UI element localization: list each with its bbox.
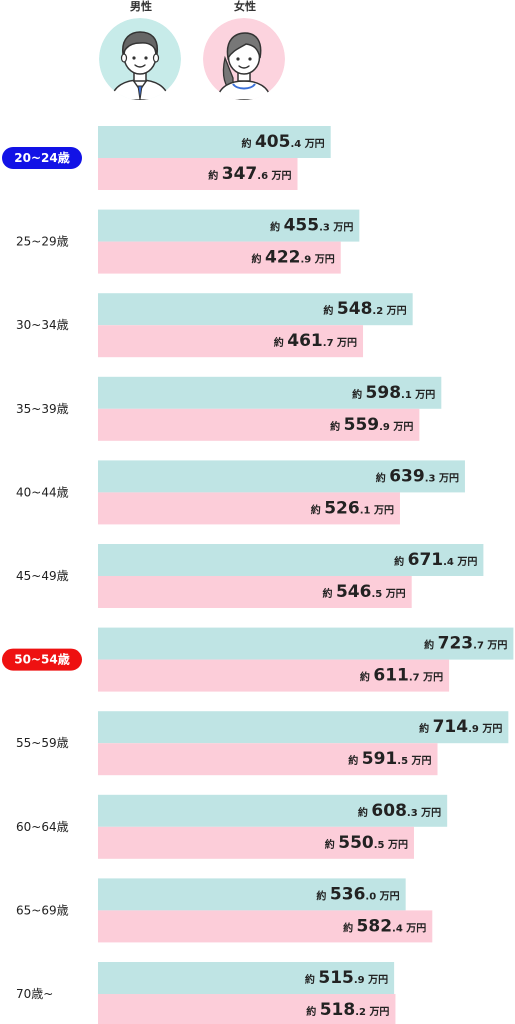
bar-female-9 [98,910,433,943]
age-label-9: 65~69歳 [16,903,69,917]
value-label-female-1: 約 422.9 万円 [252,248,335,268]
bar-female-4 [98,492,400,525]
age-label-5: 45~49歳 [16,569,69,583]
svg-text:約 582.4 万円: 約 582.4 万円 [343,916,426,936]
value-label-male-0: 約 405.4 万円 [241,132,324,152]
value-label-female-8: 約 550.5 万円 [325,833,408,853]
svg-text:約 671.4 万円: 約 671.4 万円 [394,550,477,570]
svg-text:約 515.9 万円: 約 515.9 万円 [305,968,388,988]
svg-text:約 550.5 万円: 約 550.5 万円 [325,833,408,853]
value-label-male-5: 約 671.4 万円 [394,550,477,570]
bar-female-10 [98,994,396,1024]
woman-avatar-icon [203,18,285,100]
age-label-2: 30~34歳 [16,318,69,332]
bar-male-4 [98,460,465,493]
value-label-male-1: 約 455.3 万円 [270,216,353,236]
svg-text:約 598.1 万円: 約 598.1 万円 [352,383,435,403]
age-label-1: 25~29歳 [16,235,69,249]
svg-text:約 422.9 万円: 約 422.9 万円 [252,248,335,268]
value-label-male-6: 約 723.7 万円 [424,634,507,654]
age-label-7: 55~59歳 [16,736,69,750]
age-label-3: 35~39歳 [16,402,69,416]
value-label-male-3: 約 598.1 万円 [352,383,435,403]
value-label-male-9: 約 536.0 万円 [316,884,399,904]
value-label-female-9: 約 582.4 万円 [343,916,426,936]
value-label-female-7: 約 591.5 万円 [348,749,431,769]
bar-male-10 [98,962,395,994]
svg-text:約 608.3 万円: 約 608.3 万円 [358,801,441,821]
bar-male-8 [98,794,448,827]
svg-text:約 405.4 万円: 約 405.4 万円 [241,132,324,152]
age-badge-6 [2,648,82,671]
bar-male-7 [98,711,509,744]
value-label-male-2: 約 548.2 万円 [323,299,406,319]
value-label-female-3: 約 559.9 万円 [330,415,413,435]
bar-female-2 [98,325,364,358]
bar-male-9 [98,878,406,911]
legend-female-label: 女性 [234,0,256,13]
svg-text:約 723.7 万円: 約 723.7 万円 [424,634,507,654]
man-avatar-icon [99,18,181,100]
legend-male-label: 男性 [130,0,152,13]
bar-male-2 [98,293,413,326]
svg-text:約 611.7 万円: 約 611.7 万円 [360,666,443,686]
bar-female-5 [98,576,412,608]
bar-male-5 [98,544,484,576]
bar-female-6 [98,659,450,692]
age-badge-0 [2,147,82,169]
bar-female-8 [98,826,414,859]
svg-text:約 461.7 万円: 約 461.7 万円 [274,331,357,351]
bar-female-0 [98,158,298,190]
age-label-6: 50~54歳 [14,652,69,667]
svg-text:約 526.1 万円: 約 526.1 万円 [311,498,394,518]
age-label-4: 40~44歳 [16,485,69,499]
bar-male-6 [98,627,514,660]
svg-text:約 347.6 万円: 約 347.6 万円 [208,164,291,184]
svg-text:約 546.5 万円: 約 546.5 万円 [322,582,405,602]
age-label-10: 70歳~ [16,987,53,1001]
value-label-female-10: 約 518.2 万円 [306,1000,389,1020]
svg-text:約 518.2 万円: 約 518.2 万円 [306,1000,389,1020]
value-label-female-2: 約 461.7 万円 [274,331,357,351]
value-label-female-5: 約 546.5 万円 [322,582,405,602]
svg-text:約 536.0 万円: 約 536.0 万円 [316,884,399,904]
svg-text:約 455.3 万円: 約 455.3 万円 [270,216,353,236]
value-label-female-0: 約 347.6 万円 [208,164,291,184]
value-label-male-7: 約 714.9 万円 [419,717,502,737]
value-label-male-4: 約 639.3 万円 [376,466,459,486]
bar-female-3 [98,408,420,441]
svg-text:約 548.2 万円: 約 548.2 万円 [323,299,406,319]
svg-text:約 559.9 万円: 約 559.9 万円 [330,415,413,435]
svg-text:約 714.9 万円: 約 714.9 万円 [419,717,502,737]
value-label-male-10: 約 515.9 万円 [305,968,388,988]
age-label-0: 20~24歳 [14,150,69,165]
svg-text:約 639.3 万円: 約 639.3 万円 [376,466,459,486]
value-label-female-6: 約 611.7 万円 [360,666,443,686]
svg-text:約 591.5 万円: 約 591.5 万円 [348,749,431,769]
value-label-male-8: 約 608.3 万円 [358,801,441,821]
bar-male-1 [98,209,360,242]
bar-male-0 [98,126,331,158]
age-label-8: 60~64歳 [16,820,69,834]
value-label-female-4: 約 526.1 万円 [311,498,394,518]
bar-female-7 [98,743,438,776]
bar-male-3 [98,376,442,409]
bar-female-1 [98,241,341,274]
